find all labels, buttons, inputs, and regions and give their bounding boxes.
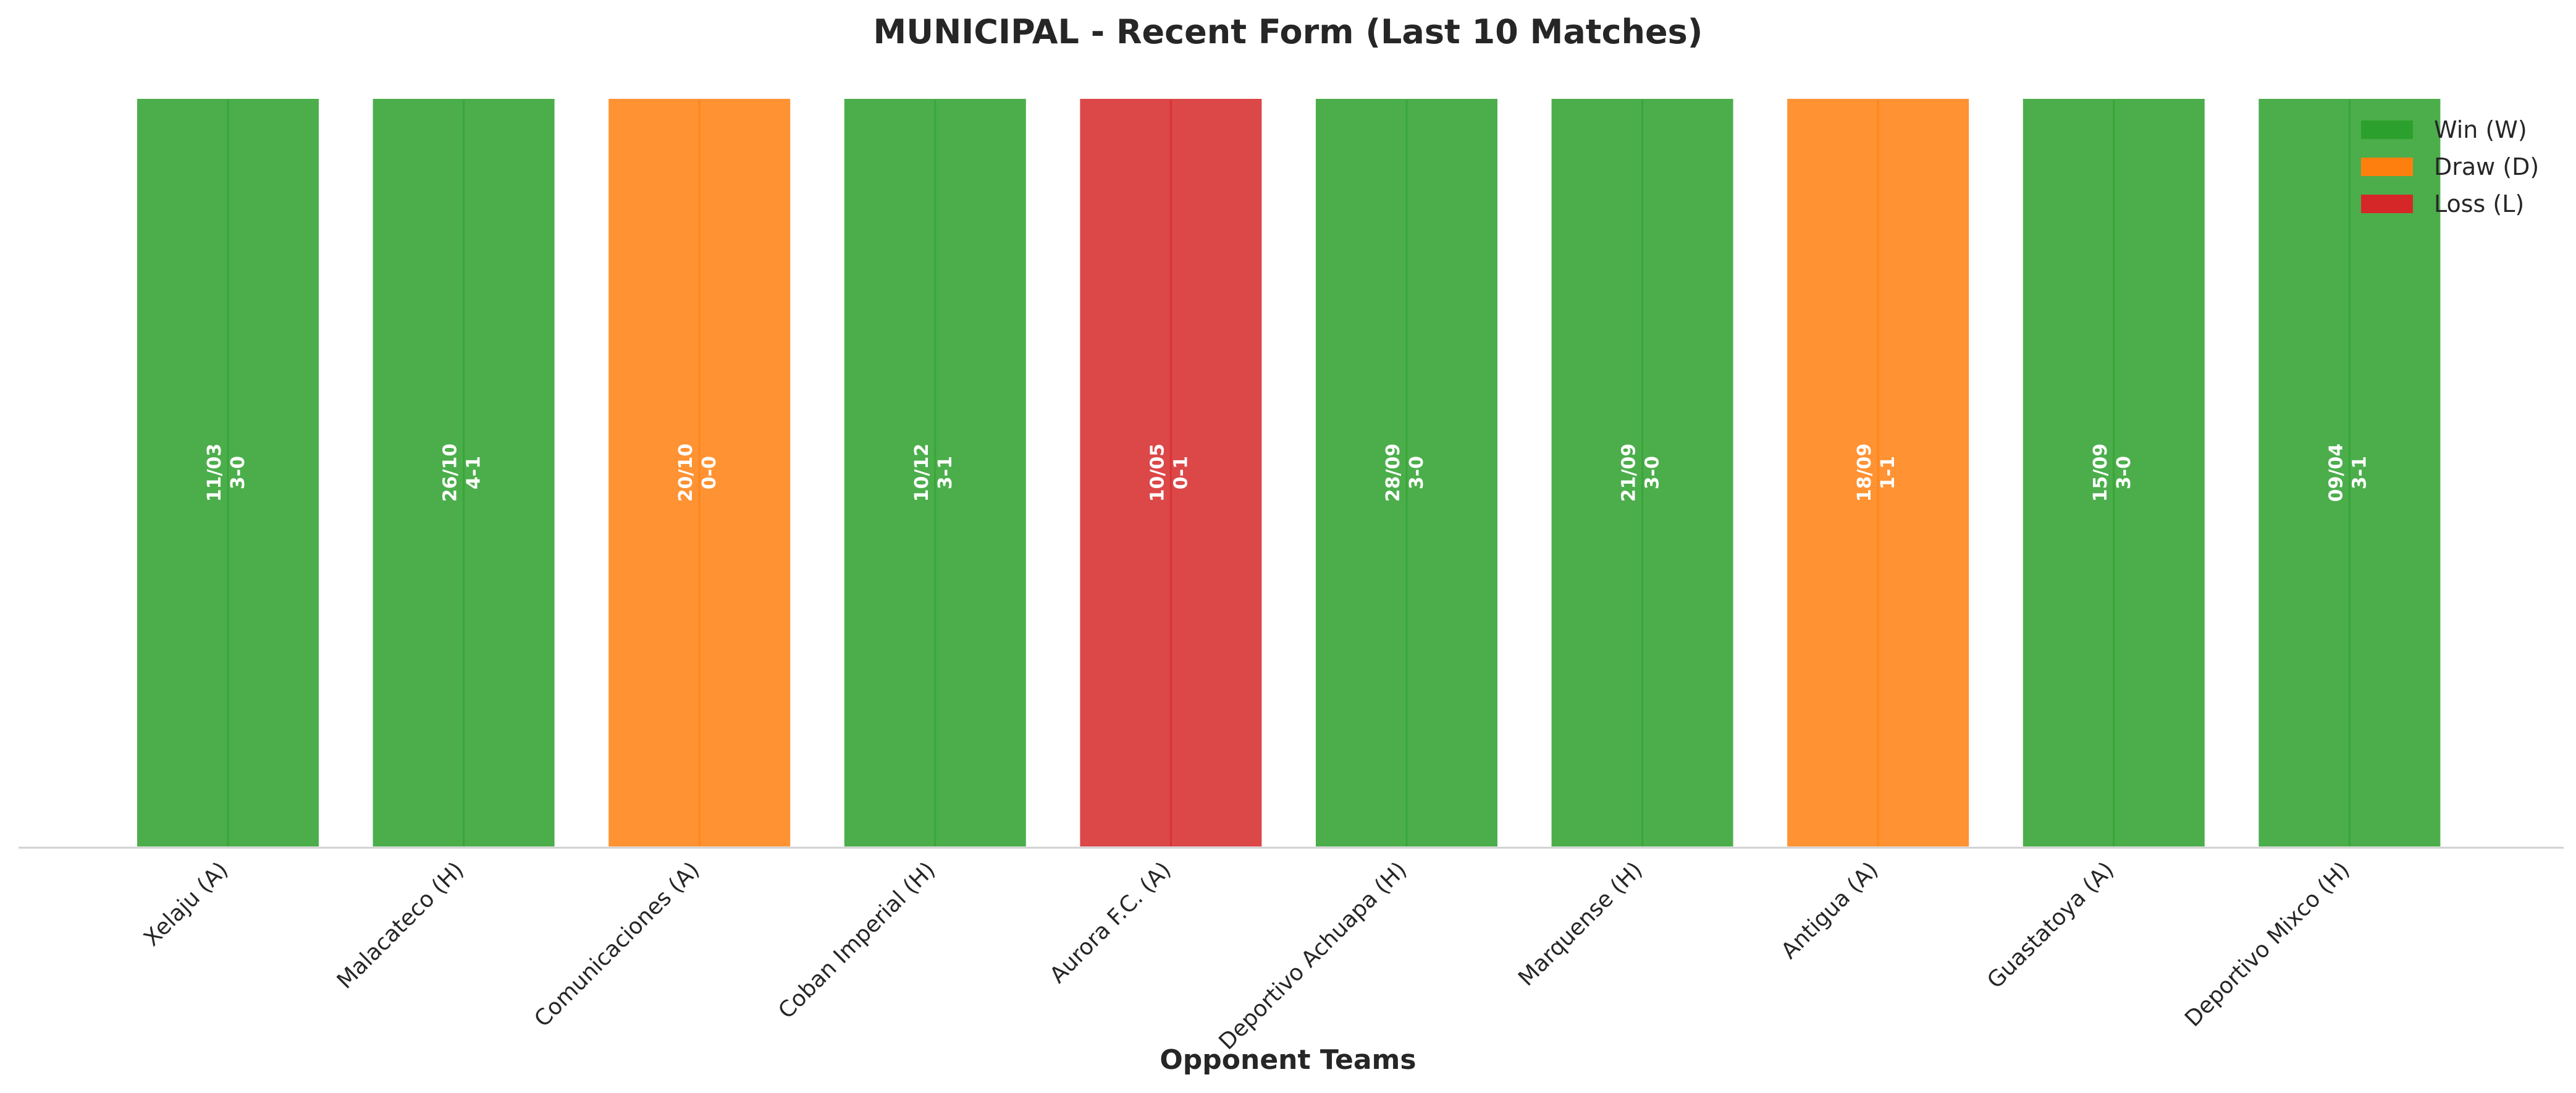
match-score: 3-1 [935,456,956,489]
match-date: 21/09 [1618,444,1640,502]
x-tick-label-8: Antigua (A) [1777,857,1884,964]
legend-label-w: Win (W) [2434,116,2527,143]
x-tick-label-5: Aurora F.C. (A) [1045,857,1176,988]
match-date: 20/10 [675,444,697,502]
match-score: 3-0 [1642,456,1664,489]
legend-swatch-d [2361,158,2413,176]
match-date: 15/09 [2090,444,2111,502]
legend-label-l: Loss (L) [2434,190,2524,217]
x-tick-label-10: Deportivo Mixco (H) [2180,857,2355,1032]
x-tick-label-7: Marquense (H) [1513,857,1648,991]
match-score: 1-1 [1877,456,1899,489]
x-tick-label-4: Coban Imperial (H) [773,857,940,1024]
bars-layer: 11/03 3-0 26/10 4-1 20/10 0-0 10/12 3-1 10/05 0-1… [135,96,2443,849]
legend: Win (W) Draw (D) Loss (L) [2361,116,2539,217]
match-score: 3-0 [1406,456,1428,489]
x-tick-label-9: Guastatoya (A) [1982,857,2119,994]
match-score: 3-0 [227,456,249,489]
bar-data-label-6: 28/09 3-0 [1383,444,1428,502]
bar-data-label-1: 11/03 3-0 [204,444,249,502]
match-date: 18/09 [1854,444,1875,502]
match-score: 0-0 [699,456,720,489]
bar-data-label-5: 10/05 0-1 [1147,444,1192,502]
x-tick-labels: Xelaju (A) Malacateco (H) Comunicaciones (… [139,857,2355,1055]
legend-swatch-w [2361,120,2413,139]
x-tick-label-1: Xelaju (A) [139,857,233,951]
x-tick-label-6: Deportivo Achuapa (H) [1214,857,1412,1055]
legend-swatch-l [2361,195,2413,213]
match-date: 11/03 [204,444,225,502]
bar-data-label-9: 15/09 3-0 [2090,444,2135,502]
legend-label-d: Draw (D) [2434,153,2539,180]
match-score: 0-1 [1170,456,1192,489]
match-date: 26/10 [440,444,461,502]
x-axis-label: Opponent Teams [1160,1044,1416,1076]
x-tick-label-3: Comunicaciones (A) [529,857,704,1032]
match-date: 28/09 [1383,444,1404,502]
match-score: 3-0 [2113,456,2135,489]
bar-data-label-10: 09/04 3-1 [2325,444,2370,502]
bar-data-label-2: 26/10 4-1 [440,444,485,502]
bar-data-label-8: 18/09 1-1 [1854,444,1899,502]
match-date: 10/05 [1147,444,1168,502]
match-date: 09/04 [2325,444,2347,502]
bar-data-label-4: 10/12 3-1 [911,444,956,502]
x-tick-label-2: Malacateco (H) [332,857,469,994]
match-score: 4-1 [463,456,485,489]
chart-title: MUNICIPAL - Recent Form (Last 10 Matches… [873,12,1703,51]
match-date: 10/12 [911,444,933,502]
bar-data-label-7: 21/09 3-0 [1618,444,1664,502]
match-score: 3-1 [2349,456,2370,489]
bar-data-label-3: 20/10 0-0 [675,444,720,502]
